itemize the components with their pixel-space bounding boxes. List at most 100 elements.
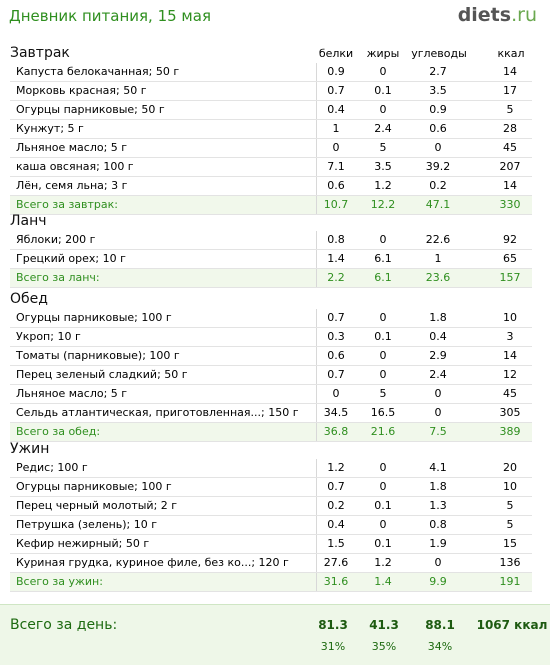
carbs-value: 2.4	[429, 368, 447, 381]
fat-value: 1.4	[374, 575, 392, 588]
kcal-value: 14	[503, 65, 517, 78]
protein-value: 34.5	[323, 406, 349, 419]
kcal-value: 14	[503, 349, 517, 362]
food-row[interactable]: Редис; 100 г 1.2 0 4.1 20	[10, 459, 532, 478]
fat-value: 0.1	[374, 84, 392, 97]
food-name: Укроп; 10 г	[16, 330, 81, 343]
carbs-value: 0.4	[429, 330, 447, 343]
fat-value: 5	[379, 141, 387, 154]
carbs-value: 1	[434, 252, 442, 265]
day-total-fat: 41.3	[369, 618, 399, 632]
fat-value: 6.1	[374, 252, 392, 265]
column-divider	[316, 516, 317, 534]
food-row[interactable]: Яблоки; 200 г 0.8 0 22.6 92	[10, 231, 532, 250]
kcal-value: 28	[503, 122, 517, 135]
food-row[interactable]: Петрушка (зелень); 10 г 0.4 0 0.8 5	[10, 516, 532, 535]
food-row[interactable]: Сельдь атлантическая, приготовленная...;…	[10, 404, 532, 423]
protein-value: 36.8	[323, 425, 349, 438]
protein-value: 2.2	[327, 271, 345, 284]
fat-value: 0	[379, 368, 387, 381]
food-row[interactable]: Капуста белокачанная; 50 г 0.9 0 2.7 14	[10, 63, 532, 82]
carbs-value: 2.9	[429, 349, 447, 362]
food-row[interactable]: Огурцы парниковые; 100 г 0.7 0 1.8 10	[10, 309, 532, 328]
food-name: Кефир нежирный; 50 г	[16, 537, 150, 550]
column-divider	[316, 554, 317, 572]
food-name: Перец черный молотый; 2 г	[16, 499, 178, 512]
kcal-value: 5	[506, 518, 514, 531]
protein-value: 0.9	[327, 65, 345, 78]
food-name: Морковь красная; 50 г	[16, 84, 147, 97]
meal-total-label: Всего за обед:	[16, 425, 101, 438]
food-row[interactable]: Лён, семя льна; 3 г 0.6 1.2 0.2 14	[10, 177, 532, 196]
food-name: Томаты (парниковые); 100 г	[16, 349, 180, 362]
column-headers: белки жиры углеводы ккал	[0, 47, 550, 63]
kcal-value: 207	[499, 160, 521, 173]
protein-value: 1	[332, 122, 340, 135]
food-row[interactable]: Томаты (парниковые); 100 г 0.6 0 2.9 14	[10, 347, 532, 366]
carbs-value: 0	[434, 406, 442, 419]
food-row[interactable]: Грецкий орех; 10 г 1.4 6.1 1 65	[10, 250, 532, 269]
logo-tld: .ru	[511, 4, 537, 26]
food-row[interactable]: Морковь красная; 50 г 0.7 0.1 3.5 17	[10, 82, 532, 101]
meal-total-row: Всего за завтрак: 10.7 12.2 47.1 330	[10, 196, 532, 215]
day-protein-percent: 31%	[320, 640, 346, 653]
fat-value: 0.1	[374, 537, 392, 550]
site-logo[interactable]: diets.ru	[458, 4, 537, 26]
column-divider	[316, 250, 317, 268]
column-divider	[316, 158, 317, 176]
column-divider	[316, 573, 317, 591]
food-row[interactable]: Кефир нежирный; 50 г 1.5 0.1 1.9 15	[10, 535, 532, 554]
kcal-value: 136	[499, 556, 521, 569]
meal-title: Завтрак	[10, 45, 70, 61]
food-row[interactable]: Огурцы парниковые; 100 г 0.7 0 1.8 10	[10, 478, 532, 497]
food-row[interactable]: Перец черный молотый; 2 г 0.2 0.1 1.3 5	[10, 497, 532, 516]
column-divider	[316, 139, 317, 157]
food-name: Куриная грудка, куриное филе, без ко...;…	[16, 556, 289, 569]
col-protein-header: белки	[318, 47, 354, 60]
fat-value: 5	[379, 387, 387, 400]
kcal-value: 330	[499, 198, 521, 211]
meal-title: Ланч	[10, 213, 47, 229]
carbs-value: 22.6	[425, 233, 451, 246]
kcal-value: 157	[499, 271, 521, 284]
food-row[interactable]: Куриная грудка, куриное филе, без ко...;…	[10, 554, 532, 573]
protein-value: 0.7	[327, 84, 345, 97]
food-row[interactable]: Льняное масло; 5 г 0 5 0 45	[10, 385, 532, 404]
carbs-value: 1.3	[429, 499, 447, 512]
carbs-value: 3.5	[429, 84, 447, 97]
protein-value: 27.6	[323, 556, 349, 569]
day-total-protein: 81.3	[318, 618, 348, 632]
day-total-carbs: 88.1	[425, 618, 455, 632]
food-row[interactable]: Перец зеленый сладкий; 50 г 0.7 0 2.4 12	[10, 366, 532, 385]
meal-total-row: Всего за ланч: 2.2 6.1 23.6 157	[10, 269, 532, 288]
carbs-value: 1.8	[429, 480, 447, 493]
meal-total-row: Всего за обед: 36.8 21.6 7.5 389	[10, 423, 532, 442]
fat-value: 0.1	[374, 499, 392, 512]
protein-value: 0.7	[327, 311, 345, 324]
fat-value: 0	[379, 233, 387, 246]
fat-value: 0	[379, 518, 387, 531]
food-row[interactable]: Укроп; 10 г 0.3 0.1 0.4 3	[10, 328, 532, 347]
fat-value: 0	[379, 103, 387, 116]
food-row[interactable]: Огурцы парниковые; 50 г 0.4 0 0.9 5	[10, 101, 532, 120]
kcal-value: 20	[503, 461, 517, 474]
food-row[interactable]: каша овсяная; 100 г 7.1 3.5 39.2 207	[10, 158, 532, 177]
food-row[interactable]: Льняное масло; 5 г 0 5 0 45	[10, 139, 532, 158]
page-title: Дневник питания, 15 мая	[9, 7, 211, 25]
fat-value: 0	[379, 349, 387, 362]
carbs-value: 1.9	[429, 537, 447, 550]
kcal-value: 3	[506, 330, 514, 343]
food-name: Огурцы парниковые; 100 г	[16, 480, 172, 493]
food-name: Сельдь атлантическая, приготовленная...;…	[16, 406, 299, 419]
kcal-value: 10	[503, 480, 517, 493]
food-row[interactable]: Кунжут; 5 г 1 2.4 0.6 28	[10, 120, 532, 139]
column-divider	[316, 423, 317, 441]
food-name: Льняное масло; 5 г	[16, 141, 128, 154]
column-divider	[316, 63, 317, 81]
protein-value: 0.4	[327, 518, 345, 531]
carbs-value: 47.1	[425, 198, 451, 211]
fat-value: 12.2	[370, 198, 396, 211]
column-divider	[316, 309, 317, 327]
meal-total-label: Всего за ланч:	[16, 271, 100, 284]
